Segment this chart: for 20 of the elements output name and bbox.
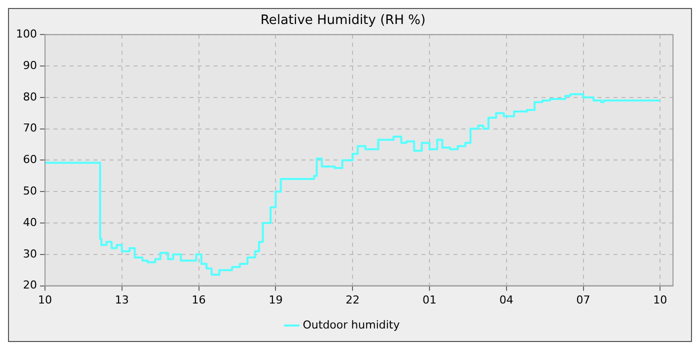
y-tick-label: 70 [22,122,37,135]
x-tick-label: 10 [38,293,52,306]
x-tick-label: 10 [653,293,668,306]
y-tick-label: 40 [22,216,37,229]
x-tick-label: 19 [268,293,283,306]
y-tick-label: 50 [22,184,37,198]
y-tick-label: 60 [22,153,37,166]
y-tick-label: 100 [16,27,37,40]
y-tick-label: 30 [22,247,37,260]
legend-label: Outdoor humidity [302,318,400,332]
x-tick-label: 04 [499,293,514,306]
y-tick-label: 90 [22,58,37,72]
x-tick-label: 13 [114,293,129,306]
x-tick-label: 16 [192,293,206,306]
x-tick-label: 22 [346,293,360,306]
chart-title: Relative Humidity (RH %) [260,13,426,28]
x-tick-label: 07 [576,293,590,306]
x-tick-label: 01 [422,293,436,306]
y-tick-label: 80 [22,90,37,104]
y-tick-label: 20 [22,278,37,292]
